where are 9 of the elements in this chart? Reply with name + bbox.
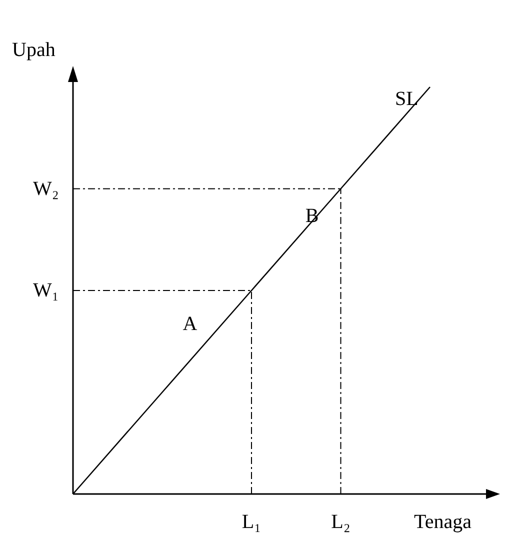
annotation: B xyxy=(305,205,319,227)
y-axis-title: Upah xyxy=(12,39,56,61)
ref-line-label: W₂ xyxy=(33,178,59,200)
x-tick-label: L₂ xyxy=(331,511,350,533)
ref-line-label: W₁ xyxy=(33,280,59,302)
annotation: A xyxy=(182,313,198,335)
x-axis-title: Tenaga xyxy=(414,511,472,533)
x-tick-label: L₁ xyxy=(242,511,262,533)
series-label: SL xyxy=(395,88,418,110)
